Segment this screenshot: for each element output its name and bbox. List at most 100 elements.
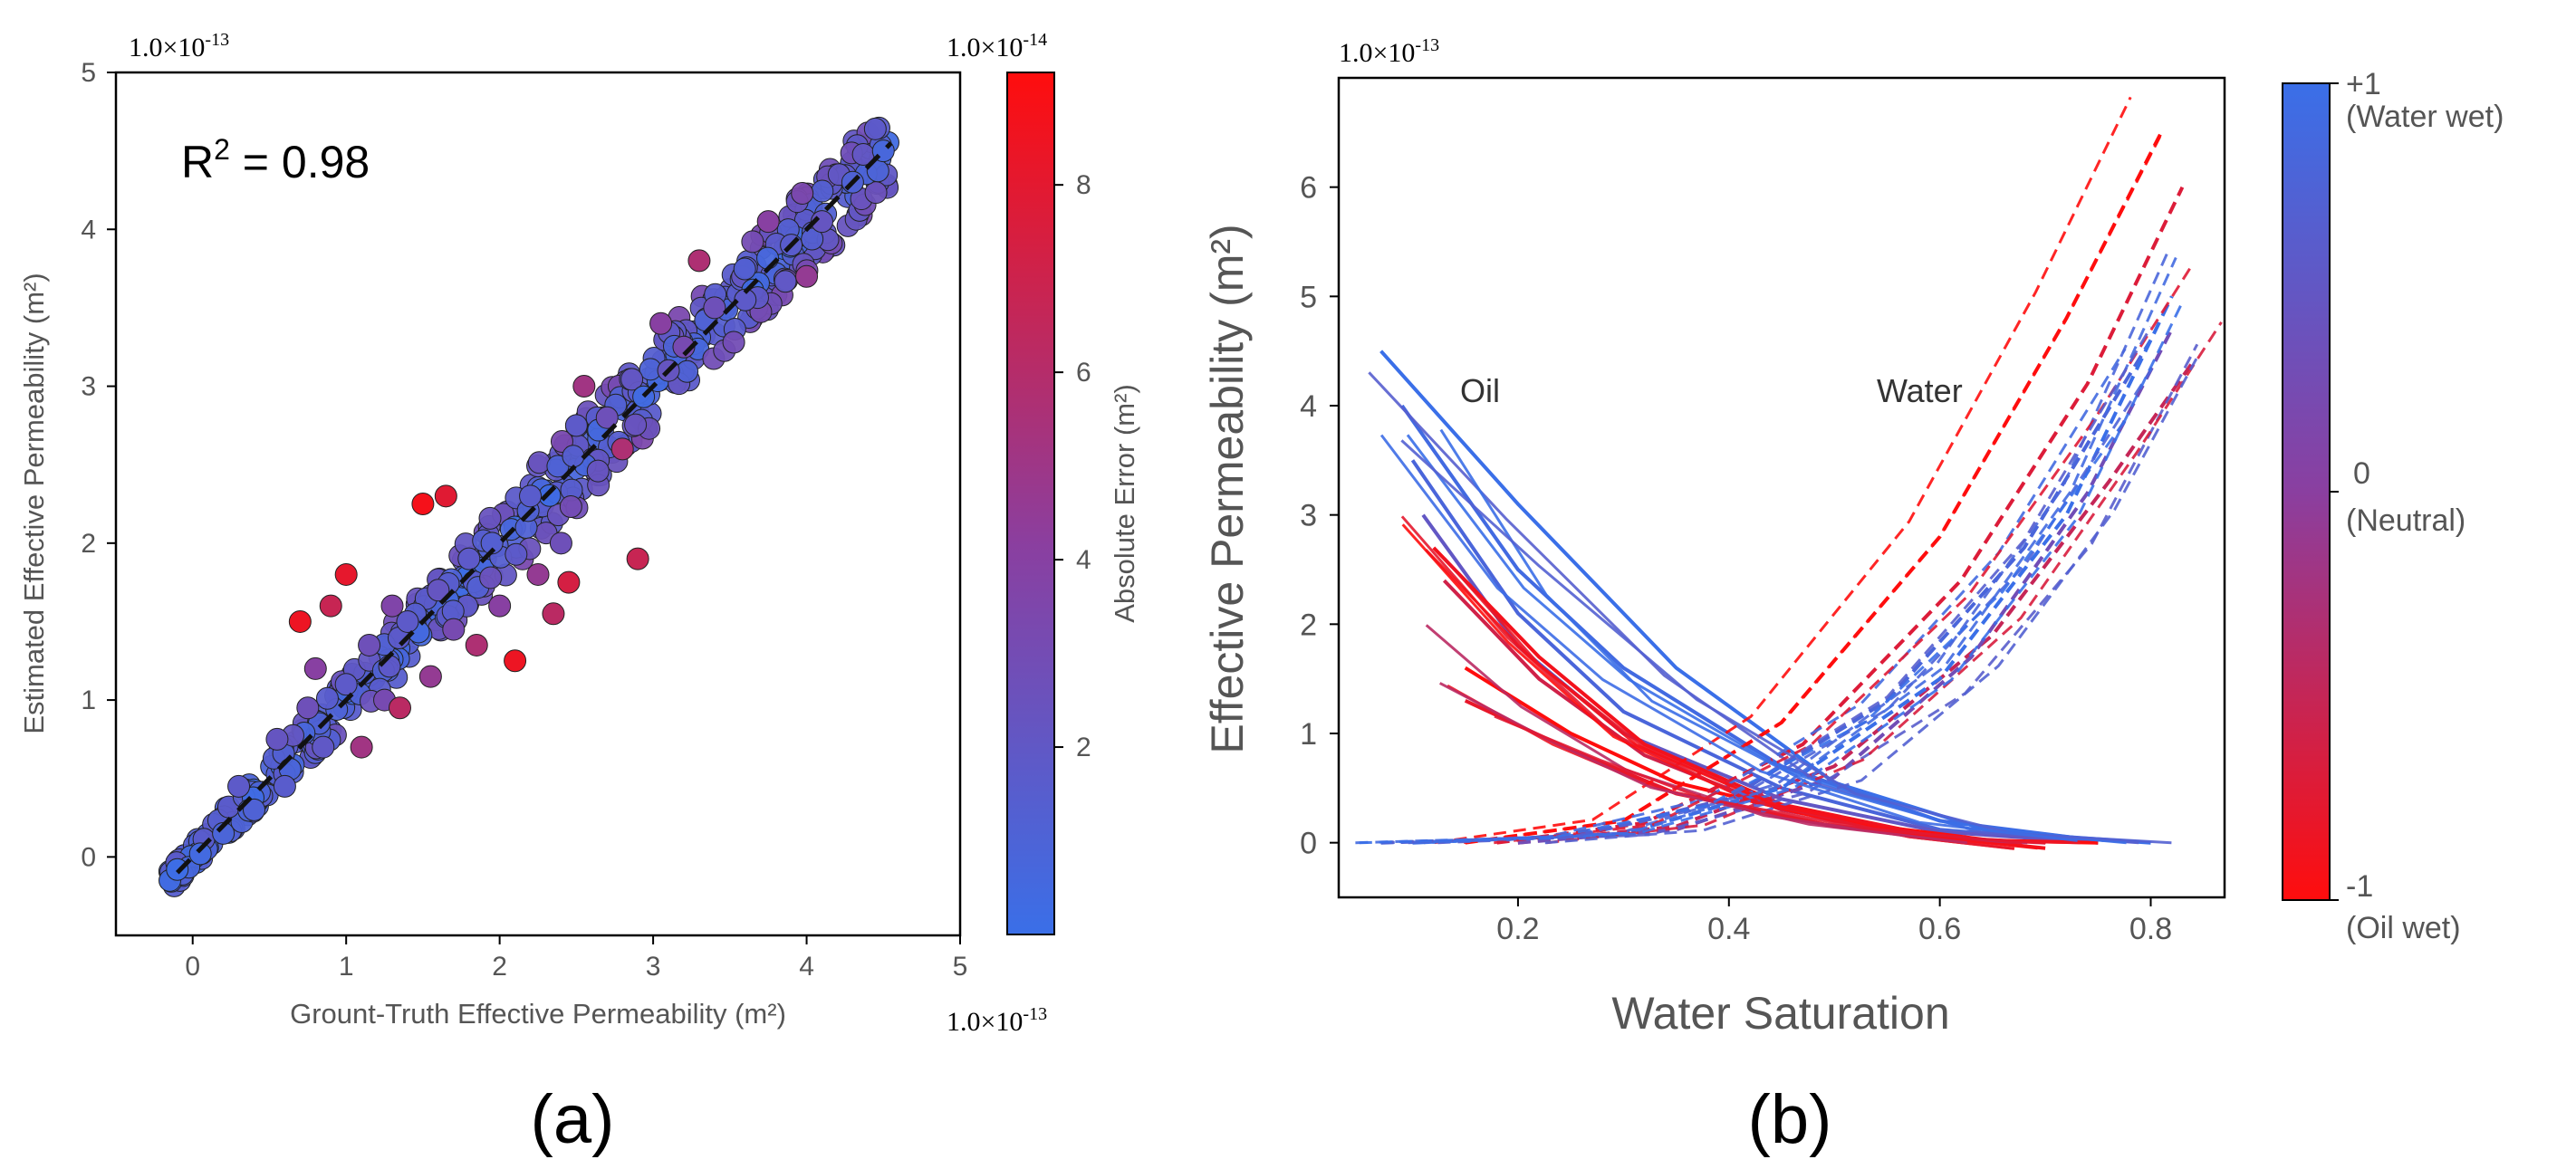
panel-b-y-tick-label: 2 bbox=[1300, 608, 1317, 642]
panel-a-point bbox=[315, 686, 339, 710]
panel-a-point bbox=[864, 181, 888, 205]
panel-a-x-tick-label: 1 bbox=[339, 952, 354, 982]
oil-curve bbox=[1368, 371, 2139, 845]
panel-b-y-tick-label: 1 bbox=[1300, 717, 1317, 752]
panel-a-y-tick-label: 0 bbox=[81, 842, 96, 872]
panel-b-label: (b) bbox=[1748, 1081, 1832, 1158]
panel-a-point bbox=[549, 532, 572, 555]
panel-a-point bbox=[319, 594, 342, 618]
panel-a-point bbox=[303, 656, 327, 680]
panel-a-point bbox=[396, 609, 419, 633]
panel-a-point bbox=[434, 484, 457, 508]
panel-a-point bbox=[442, 618, 466, 641]
panel-a-x-tick-label: 5 bbox=[953, 952, 968, 982]
panel-a-y-tick-label: 5 bbox=[81, 58, 96, 88]
water-curve bbox=[1437, 343, 2199, 845]
panel-a-point bbox=[542, 602, 565, 626]
panel-b-curves bbox=[1355, 96, 2223, 850]
panel-a-point bbox=[312, 735, 335, 759]
panel-a-point bbox=[610, 437, 634, 461]
panel-b-x-tick-label: 0.2 bbox=[1496, 912, 1539, 946]
panel-a-point bbox=[863, 117, 887, 140]
panel-a-point bbox=[572, 375, 596, 398]
panel-a-x-tick-label: 0 bbox=[185, 952, 200, 982]
panel-b-y-tick-label: 5 bbox=[1300, 280, 1317, 314]
panel-a-point bbox=[526, 562, 550, 586]
panel-a-y-tick-label: 4 bbox=[81, 215, 96, 244]
panel-a-reference-line bbox=[175, 141, 893, 875]
panel-a-point bbox=[741, 230, 764, 254]
panel-a-point bbox=[620, 368, 644, 391]
panel-a-point bbox=[505, 542, 528, 566]
panel-a-axes-frame bbox=[114, 71, 962, 937]
panel-a-label: (a) bbox=[531, 1081, 615, 1158]
panel-a-point bbox=[562, 445, 585, 468]
panel-a-point bbox=[626, 547, 649, 570]
panel-a-y-tick-label: 3 bbox=[81, 372, 96, 402]
panel-a-colorbar-ticks: 2 4 6 8 bbox=[1054, 170, 1091, 762]
panel-a-point bbox=[288, 609, 312, 633]
panel-a-point bbox=[427, 579, 450, 602]
oil-annotation: Oil bbox=[1460, 372, 1500, 409]
panel-b: 1.0×10-13 0.2 0.4 0.6 0.8 0 1 2 3 4 5 6 Oil Water … bbox=[1202, 35, 2504, 1158]
panel-a-point bbox=[801, 227, 824, 251]
water-curve bbox=[1381, 368, 2153, 845]
panel-a-point bbox=[564, 414, 588, 437]
colorbar-bottom-desc: (Oil wet) bbox=[2346, 911, 2461, 945]
panel-a-point bbox=[722, 331, 745, 354]
panel-a-point bbox=[795, 264, 819, 288]
oil-curve bbox=[1439, 682, 1967, 845]
panel-a-colorbar-tick-label: 8 bbox=[1076, 170, 1091, 200]
panel-a-point bbox=[478, 506, 502, 530]
panel-a-ticks: 0 1 2 3 4 5 0 1 2 3 4 5 bbox=[81, 58, 967, 982]
panel-a-point bbox=[380, 594, 404, 618]
panel-a-y-tick-label: 1 bbox=[81, 685, 96, 715]
panel-a-point bbox=[559, 495, 582, 519]
water-curve bbox=[1359, 414, 2130, 845]
water-curve bbox=[1517, 360, 2195, 845]
water-curve bbox=[1494, 267, 2191, 845]
panel-a-colorbar-scale-note: 1.0×10-14 bbox=[947, 30, 1047, 62]
colorbar-mid-label: 0 bbox=[2353, 456, 2370, 491]
panel-a-x-tick-label: 4 bbox=[799, 952, 814, 982]
panel-a-point bbox=[774, 270, 797, 293]
panel-a-point bbox=[756, 210, 780, 234]
panel-a-point bbox=[418, 665, 442, 688]
panel-a-colorbar-label: Absolute Error (m²) bbox=[1109, 384, 1140, 623]
panel-a-point bbox=[457, 547, 481, 570]
panel-a-y-label: Estimated Effective Permeability (m²) bbox=[18, 273, 50, 733]
panel-b-x-tick-label: 0.6 bbox=[1918, 912, 1961, 946]
panel-b-ticks: 0.2 0.4 0.6 0.8 0 1 2 3 4 5 6 bbox=[1300, 171, 2172, 946]
oil-curve bbox=[1425, 549, 2038, 850]
colorbar-mid-desc: (Neutral) bbox=[2346, 503, 2465, 538]
panel-a-x-label: Grount-Truth Effective Permeability (m²) bbox=[290, 998, 786, 1030]
panel-a-point bbox=[595, 406, 619, 429]
water-curve bbox=[1463, 136, 2162, 845]
panel-a-colorbar bbox=[1006, 72, 1055, 935]
panel-a-point bbox=[733, 257, 756, 281]
panel-a-colorbar-tick-label: 2 bbox=[1076, 733, 1091, 762]
panel-a-point bbox=[243, 798, 266, 821]
panel-a-point bbox=[527, 451, 551, 474]
panel-a-point bbox=[538, 484, 562, 507]
panel-a-colorbar-tick-label: 4 bbox=[1076, 545, 1091, 575]
panel-a-point bbox=[350, 735, 373, 759]
panel-a-point bbox=[687, 249, 711, 273]
panel-a-point bbox=[649, 311, 673, 335]
panel-a-point bbox=[273, 774, 296, 798]
panel-a-point bbox=[703, 296, 726, 320]
panel-a-y-tick-label: 2 bbox=[81, 529, 96, 559]
panel-a-x-scale-note: 1.0×10-13 bbox=[947, 1004, 1047, 1037]
panel-b-y-tick-label: 3 bbox=[1300, 499, 1317, 533]
panel-b-x-tick-label: 0.4 bbox=[1707, 912, 1750, 946]
panel-a-point bbox=[488, 594, 512, 618]
water-curve bbox=[1517, 328, 2174, 845]
panel-a-y-scale-note: 1.0×10-13 bbox=[129, 30, 229, 62]
panel-a-colorbar-tick-label: 6 bbox=[1076, 358, 1091, 388]
panel-b-y-tick-label: 4 bbox=[1300, 389, 1317, 424]
panel-b-y-tick-label: 6 bbox=[1300, 171, 1317, 206]
panel-a-point bbox=[465, 633, 488, 656]
panel-a-x-tick-label: 3 bbox=[646, 952, 661, 982]
panel-a-point bbox=[227, 774, 251, 798]
